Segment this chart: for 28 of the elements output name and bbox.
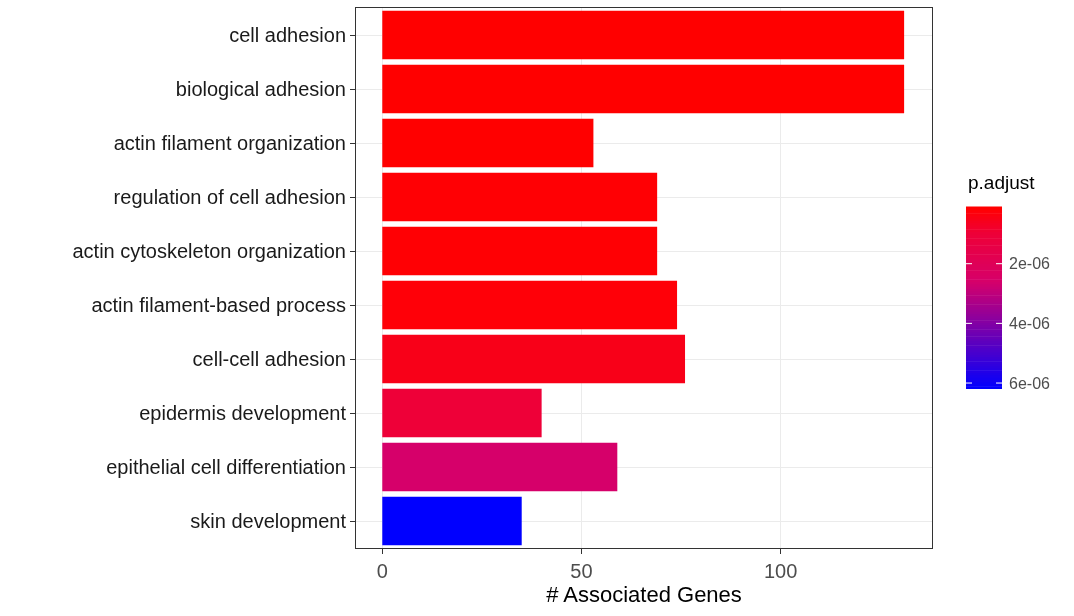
bar bbox=[382, 10, 905, 60]
y-tick-label: skin development bbox=[190, 510, 347, 532]
y-tick-label: epithelial cell differentiation bbox=[106, 456, 346, 478]
bar bbox=[382, 64, 905, 114]
color-bar-label: 2e-06 bbox=[1009, 255, 1051, 272]
x-axis-title: # Associated Genes bbox=[546, 582, 742, 607]
bar bbox=[382, 388, 542, 438]
y-tick-label: actin cytoskeleton organization bbox=[72, 240, 346, 262]
bar bbox=[382, 172, 658, 222]
color-bar-label: 4e-06 bbox=[1009, 315, 1051, 332]
bar bbox=[382, 496, 522, 546]
color-bar-label: 6e-06 bbox=[1009, 375, 1051, 392]
color-bar-title: p.adjust bbox=[968, 172, 1036, 193]
x-tick-label: 50 bbox=[570, 560, 593, 582]
y-tick-label: actin filament organization bbox=[113, 132, 346, 154]
bar bbox=[382, 280, 678, 330]
bar bbox=[382, 442, 618, 492]
bar bbox=[382, 226, 658, 276]
bar bbox=[382, 334, 686, 384]
y-tick-label: regulation of cell adhesion bbox=[113, 186, 346, 208]
y-tick-label: epidermis development bbox=[139, 402, 347, 424]
y-tick-label: actin filament-based process bbox=[91, 294, 346, 316]
x-tick-label: 100 bbox=[763, 560, 798, 582]
bar bbox=[382, 118, 594, 168]
y-tick-label: cell adhesion bbox=[229, 24, 346, 46]
x-tick-label: 0 bbox=[376, 560, 388, 582]
y-tick-label: cell-cell adhesion bbox=[192, 348, 346, 370]
y-tick-label: biological adhesion bbox=[175, 78, 346, 100]
